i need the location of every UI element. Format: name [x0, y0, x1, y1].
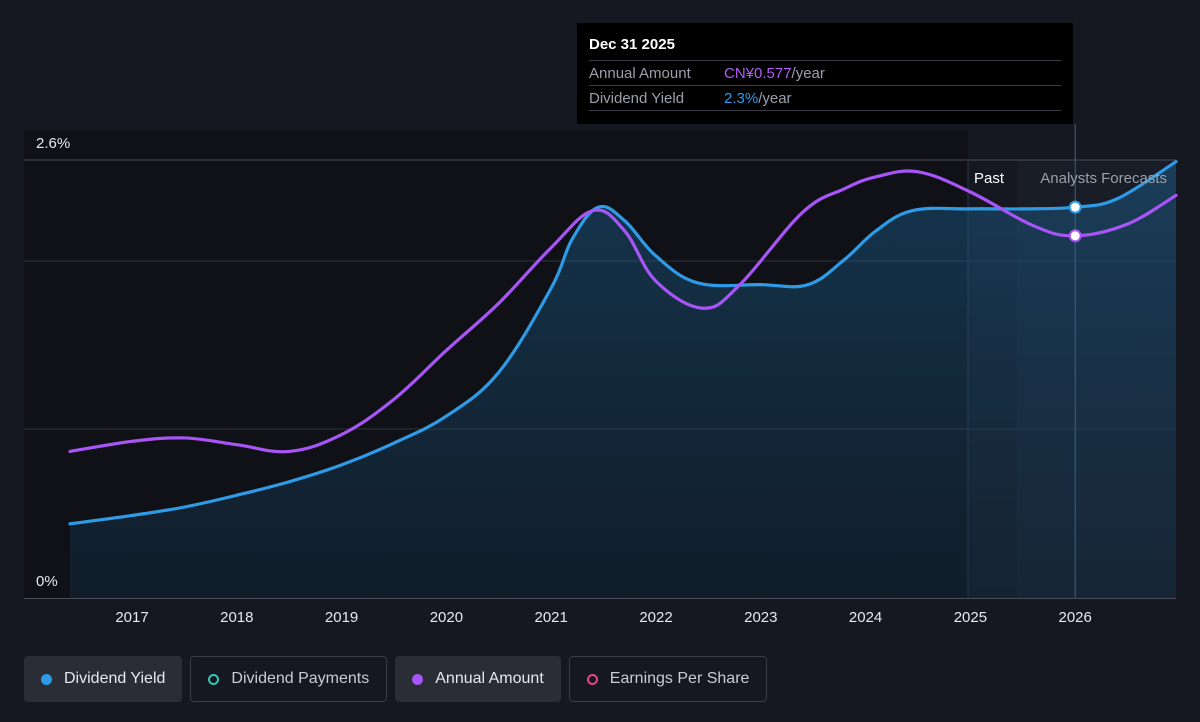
x-tick-label: 2020 — [430, 609, 463, 626]
tooltip-key: Annual Amount — [589, 64, 691, 82]
legend-label: Dividend Yield — [64, 670, 166, 687]
series-line-annual-amount — [68, 169, 1178, 454]
legend-ring-icon — [208, 673, 220, 685]
legend-label: Annual Amount — [435, 670, 544, 687]
forecast-label: Analysts Forecasts — [1040, 170, 1167, 187]
x-tick-label: 2017 — [115, 609, 148, 626]
tooltip-unit: /year — [791, 64, 825, 82]
tooltip-row-dividend-yield: Dividend Yield 2.3% /year — [589, 85, 1061, 111]
series-area-dividend-yield — [70, 161, 1176, 598]
series-line-dividend-yield — [68, 160, 1178, 526]
x-tick-label: 2023 — [744, 609, 777, 626]
legend-dot-icon — [41, 673, 52, 685]
x-tick-label: 2019 — [325, 609, 358, 626]
chart-area: 2017 2018 2019 2020 2021 2022 2023 2024 2025 2026… — [24, 124, 1178, 626]
tooltip-date: Dec 31 2025 — [589, 36, 675, 53]
x-tick-label: 2024 — [849, 609, 882, 626]
tooltip-value: CN¥0.577 — [724, 64, 792, 82]
chart-tooltip: Dec 31 2025 Annual Amount CN¥0.577 /year… — [577, 23, 1073, 124]
tooltip-row-annual-amount: Annual Amount CN¥0.577 /year — [589, 60, 1061, 85]
highlight-point-annual-amount[interactable] — [1068, 229, 1082, 243]
legend-annual-amount[interactable]: Annual Amount — [395, 656, 561, 702]
legend-label: Dividend Payments — [231, 670, 370, 687]
chart-legend: Dividend Yield Dividend Payments Annual … — [24, 656, 768, 702]
legend-dot-icon — [412, 673, 424, 685]
legend-earnings-per-share[interactable]: Earnings Per Share — [568, 656, 768, 702]
x-tick-label: 2018 — [220, 609, 253, 626]
past-label: Past — [974, 170, 1005, 187]
x-tick-label: 2021 — [535, 609, 568, 626]
x-tick-label: 2026 — [1059, 609, 1092, 626]
tooltip-value: 2.3% — [724, 89, 759, 107]
highlight-point-dividend-yield[interactable] — [1068, 200, 1082, 214]
legend-dividend-yield[interactable]: Dividend Yield — [24, 656, 183, 702]
x-tick-label: 2025 — [954, 609, 987, 626]
tooltip-key: Dividend Yield — [589, 89, 685, 107]
y-tick-bottom: 0% — [36, 573, 58, 590]
legend-ring-icon — [586, 673, 598, 685]
x-tick-label: 2022 — [639, 609, 672, 626]
y-tick-top: 2.6% — [36, 135, 70, 152]
legend-label: Earnings Per Share — [609, 670, 750, 687]
legend-dividend-payments[interactable]: Dividend Payments — [190, 656, 388, 702]
tooltip-unit: /year — [758, 89, 792, 107]
